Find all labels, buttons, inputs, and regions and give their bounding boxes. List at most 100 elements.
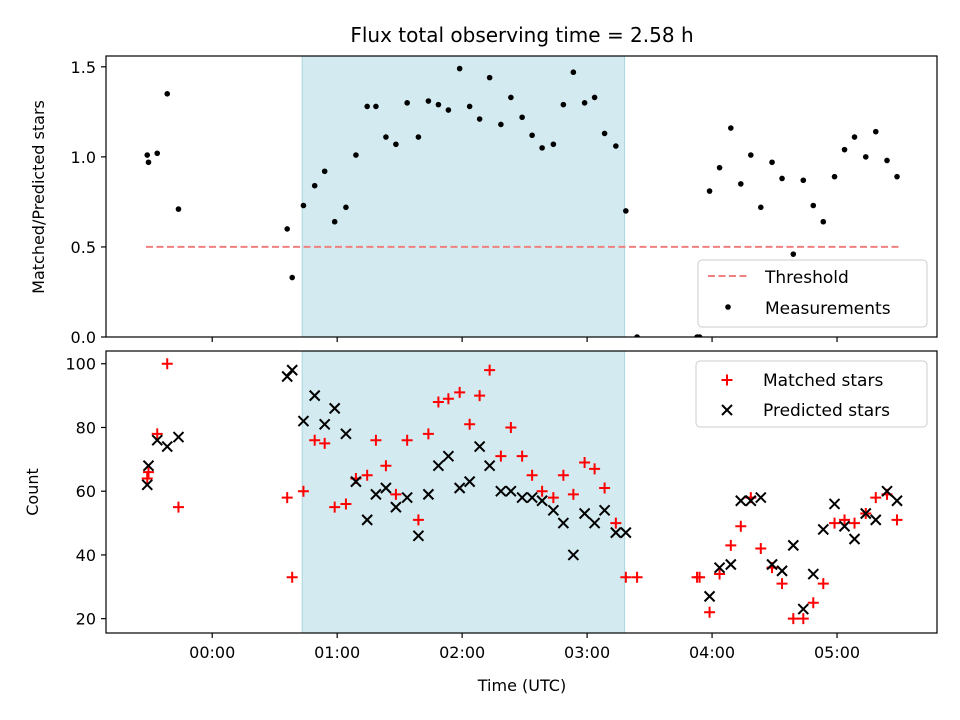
y-tick-label: 0.5 — [71, 238, 96, 257]
predicted-star-point — [787, 539, 800, 552]
measurement-point — [508, 94, 514, 101]
predicted-star-point — [380, 482, 392, 494]
predicted-star-point — [588, 517, 601, 529]
predicted-star-point — [286, 364, 298, 376]
matched-star-point — [755, 543, 767, 555]
legend-predicted-swatch — [721, 404, 733, 416]
measurement-point — [601, 130, 608, 137]
predicted-star-point — [161, 440, 173, 453]
predicted-star-point — [412, 530, 425, 542]
measurement-point — [862, 154, 869, 160]
matched-star-point — [839, 514, 851, 526]
x-tick-label: 00:00 — [189, 643, 235, 662]
predicted-star-point — [703, 590, 716, 603]
matched-star-point — [567, 488, 579, 500]
observing-window-span — [301, 55, 626, 338]
measurement-point — [894, 173, 900, 180]
predicted-star-point — [453, 482, 466, 494]
predicted-star-point — [432, 460, 445, 472]
measurement-point — [144, 152, 151, 158]
x-tick-label: 04:00 — [689, 643, 735, 662]
predicted-star-point — [318, 418, 331, 430]
predicted-star-point — [495, 485, 507, 497]
matched-star-point — [505, 421, 517, 433]
y-tick-label: 40 — [76, 546, 96, 565]
matched-star-point — [412, 514, 424, 526]
predicted-star-point — [483, 460, 496, 472]
matched-star-point — [172, 501, 184, 513]
matched-star-point — [599, 482, 611, 494]
matched-star-point — [286, 571, 298, 583]
y-tick-label: 0.0 — [71, 328, 96, 347]
measurement-point — [364, 103, 370, 110]
predicted-star-point — [807, 568, 819, 580]
predicted-star-point — [713, 561, 726, 574]
predicted-star-point — [370, 488, 382, 501]
matched-star-point — [870, 492, 882, 504]
measurement-point — [623, 208, 629, 214]
matched-star-point — [547, 492, 559, 504]
measurement-point — [373, 103, 379, 110]
predicted-star-point — [881, 485, 893, 497]
matched-star-point — [526, 469, 538, 481]
axes-frame — [105, 55, 938, 338]
predicted-star-point — [308, 389, 321, 402]
matched-star-point — [401, 434, 413, 446]
series-matched-stars — [141, 358, 903, 625]
measurement-point — [456, 65, 463, 72]
matched-star-point — [516, 450, 528, 462]
predicted-star-point — [735, 495, 747, 507]
measurement-point — [383, 134, 389, 140]
matched-star-point — [281, 492, 293, 504]
matched-star-point — [495, 450, 507, 462]
measurement-point — [289, 274, 295, 281]
matched-star-point — [829, 517, 841, 529]
legend-measurement-label: Measurements — [765, 299, 891, 319]
matched-star-point — [464, 418, 476, 430]
y-tick-label: 1.5 — [71, 58, 96, 77]
matched-star-point — [432, 396, 444, 408]
predicted-star-point — [350, 475, 362, 488]
matched-star-point — [161, 358, 173, 370]
matched-star-point — [620, 571, 632, 583]
predicted-star-point — [422, 488, 435, 501]
x-tick-label: 02:00 — [439, 643, 485, 662]
measurement-point — [425, 98, 432, 104]
predicted-star-point — [172, 431, 185, 443]
measurement-point — [311, 182, 318, 189]
matched-star-point — [380, 460, 392, 472]
legend-measurement-swatch — [725, 304, 731, 310]
measurement-point — [738, 181, 744, 187]
predicted-star-point — [141, 479, 153, 491]
matched-star-point — [610, 517, 622, 529]
measurement-point — [800, 177, 807, 184]
predicted-star-point — [567, 549, 580, 561]
x-tick-label: 05:00 — [814, 643, 860, 662]
measurement-point — [154, 150, 161, 157]
measurement-point — [486, 74, 493, 81]
axes-frame — [105, 350, 938, 634]
predicted-star-point — [870, 514, 882, 526]
measurement-point — [613, 143, 619, 149]
predicted-star-point — [620, 526, 632, 539]
measurement-point — [831, 173, 838, 180]
matched-star-point — [704, 606, 716, 618]
measurement-point — [445, 107, 452, 113]
measurement-point — [393, 141, 399, 148]
measurement-point — [716, 164, 723, 171]
predicted-star-point — [598, 504, 611, 517]
measurement-point — [591, 94, 598, 101]
predicted-star-point — [860, 507, 872, 520]
predicted-star-point — [547, 504, 560, 517]
legend-predicted-label: Predicted stars — [763, 401, 890, 421]
matched-star-point — [422, 428, 434, 440]
predicted-star-point — [340, 428, 352, 440]
chart-title: Flux total observing time = 2.58 h — [350, 23, 693, 47]
measurement-point — [476, 116, 483, 122]
measurement-point — [758, 204, 764, 211]
x-tick-label: 03:00 — [564, 643, 610, 662]
matched-star-point — [797, 613, 809, 625]
matched-star-point — [142, 466, 154, 478]
matched-star-point — [484, 364, 496, 376]
